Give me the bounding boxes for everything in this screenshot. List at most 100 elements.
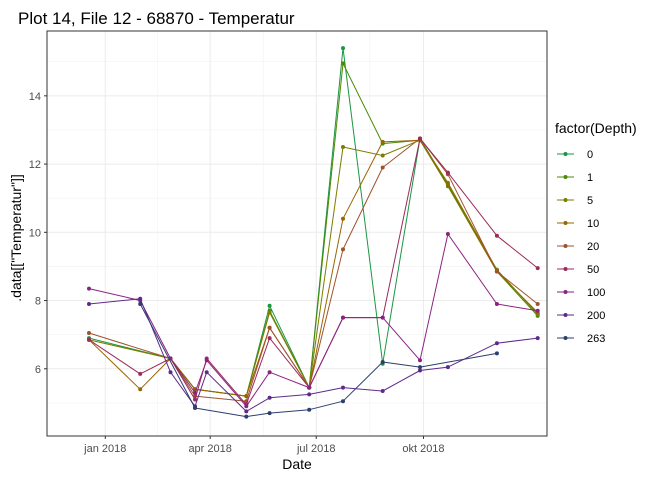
data-point: [193, 397, 197, 402]
series-line-100: [88, 233, 538, 407]
data-point: [535, 308, 540, 313]
data-point: [267, 336, 272, 341]
data-point: [380, 360, 385, 364]
legend-items: 0 1 5 10 20 50 100 200 263: [557, 149, 605, 345]
data-point: [380, 389, 385, 393]
data-point: [138, 296, 143, 301]
data-point: [138, 371, 143, 376]
y-tick-label: 6: [35, 364, 41, 376]
data-point: [87, 337, 91, 342]
data-point: [494, 269, 499, 274]
data-point: [535, 302, 540, 306]
y-tick-label: 14: [29, 91, 41, 103]
data-point: [341, 385, 345, 390]
data-point: [244, 409, 249, 414]
legend-key-point: [563, 267, 568, 271]
data-point: [341, 315, 345, 320]
legend-label: 263: [587, 333, 605, 345]
data-point: [307, 407, 312, 412]
data-point: [380, 153, 385, 158]
legend-label: 10: [587, 218, 599, 230]
legend-item-5: 5: [557, 195, 593, 207]
legend-key-point: [563, 336, 568, 340]
data-point: [341, 46, 345, 51]
data-point: [418, 136, 422, 141]
data-point: [138, 302, 143, 306]
legend-item-10: 10: [557, 218, 599, 230]
legend-item-200: 200: [557, 310, 605, 322]
legend-item-20: 20: [557, 241, 599, 253]
data-point: [193, 406, 197, 410]
data-point: [307, 392, 312, 397]
legend-item-263: 263: [557, 333, 605, 345]
legend-item-50: 50: [557, 264, 599, 276]
chart-title: Plot 14, File 12 - 68870 - Temperatur: [18, 9, 295, 28]
legend-label: 0: [587, 149, 593, 161]
data-point: [204, 370, 209, 375]
y-axis-title: .data[["Temperatur"]]: [8, 174, 24, 301]
data-point: [87, 331, 91, 335]
data-point: [418, 358, 422, 363]
legend-label: 50: [587, 264, 599, 276]
data-point: [494, 302, 499, 306]
data-point: [341, 61, 345, 66]
data-point: [535, 266, 540, 271]
y-tick-label: 12: [29, 159, 41, 171]
data-point: [87, 286, 91, 291]
legend-item-100: 100: [557, 287, 605, 299]
data-point: [168, 370, 173, 375]
legend-key-point: [563, 290, 568, 294]
series-line-20: [88, 138, 539, 402]
legend-key-point: [563, 198, 568, 202]
series-200: [87, 296, 540, 414]
legend-label: 200: [587, 310, 605, 322]
data-point: [494, 341, 499, 346]
data-point: [87, 302, 91, 306]
data-point: [494, 351, 499, 356]
data-point: [445, 182, 450, 187]
x-tick-label: okt 2018: [402, 443, 444, 455]
data-point: [445, 232, 450, 236]
x-tick-label: jan 2018: [83, 443, 126, 455]
data-point: [193, 390, 197, 395]
data-point: [418, 365, 422, 370]
legend-key-point: [563, 244, 568, 248]
legend-label: 1: [587, 172, 593, 184]
data-point: [267, 325, 272, 330]
data-point: [267, 395, 272, 400]
data-point: [494, 233, 499, 238]
data-point: [267, 370, 272, 375]
data-point: [204, 358, 209, 363]
legend-key-point: [563, 152, 568, 156]
data-point: [445, 170, 450, 175]
legend-item-1: 1: [557, 172, 593, 184]
panel-border: [46, 30, 548, 437]
legend-title: factor(Depth): [555, 120, 637, 136]
x-tick-label: apr 2018: [188, 443, 231, 455]
data-point: [380, 139, 385, 144]
axis-ticks: 6 8 10 12 14 jan 2018 apr 2018 jul 2018 okt 2018: [29, 91, 445, 455]
y-tick-label: 10: [29, 227, 41, 239]
legend-label: 20: [587, 241, 599, 253]
data-point: [341, 399, 345, 404]
legend-label: 5: [587, 195, 593, 207]
legend: factor(Depth) 0 1 5 10 20 50 100 200 263: [555, 120, 637, 345]
data-point: [418, 368, 422, 373]
data-point: [244, 404, 249, 409]
legend-key-point: [563, 221, 568, 225]
series-line-50: [88, 138, 539, 406]
x-axis-title: Date: [282, 456, 312, 472]
data-point: [267, 411, 272, 416]
data-point: [267, 310, 272, 315]
data-point: [535, 336, 540, 341]
data-point: [380, 315, 385, 320]
legend-item-0: 0: [557, 149, 593, 161]
data-point: [267, 303, 272, 308]
data-point: [307, 385, 312, 390]
legend-key-point: [563, 313, 568, 317]
series-line-200: [88, 298, 538, 412]
y-tick-label: 8: [35, 296, 41, 308]
x-tick-label: jul 2018: [296, 443, 336, 455]
